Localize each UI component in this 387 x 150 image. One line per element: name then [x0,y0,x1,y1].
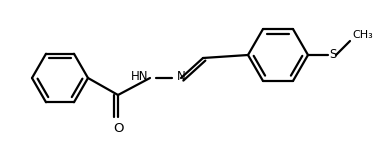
Text: S: S [329,48,336,62]
Text: O: O [113,122,123,135]
Text: N: N [177,70,186,84]
Text: CH₃: CH₃ [352,30,373,40]
Text: HN: HN [130,70,148,84]
